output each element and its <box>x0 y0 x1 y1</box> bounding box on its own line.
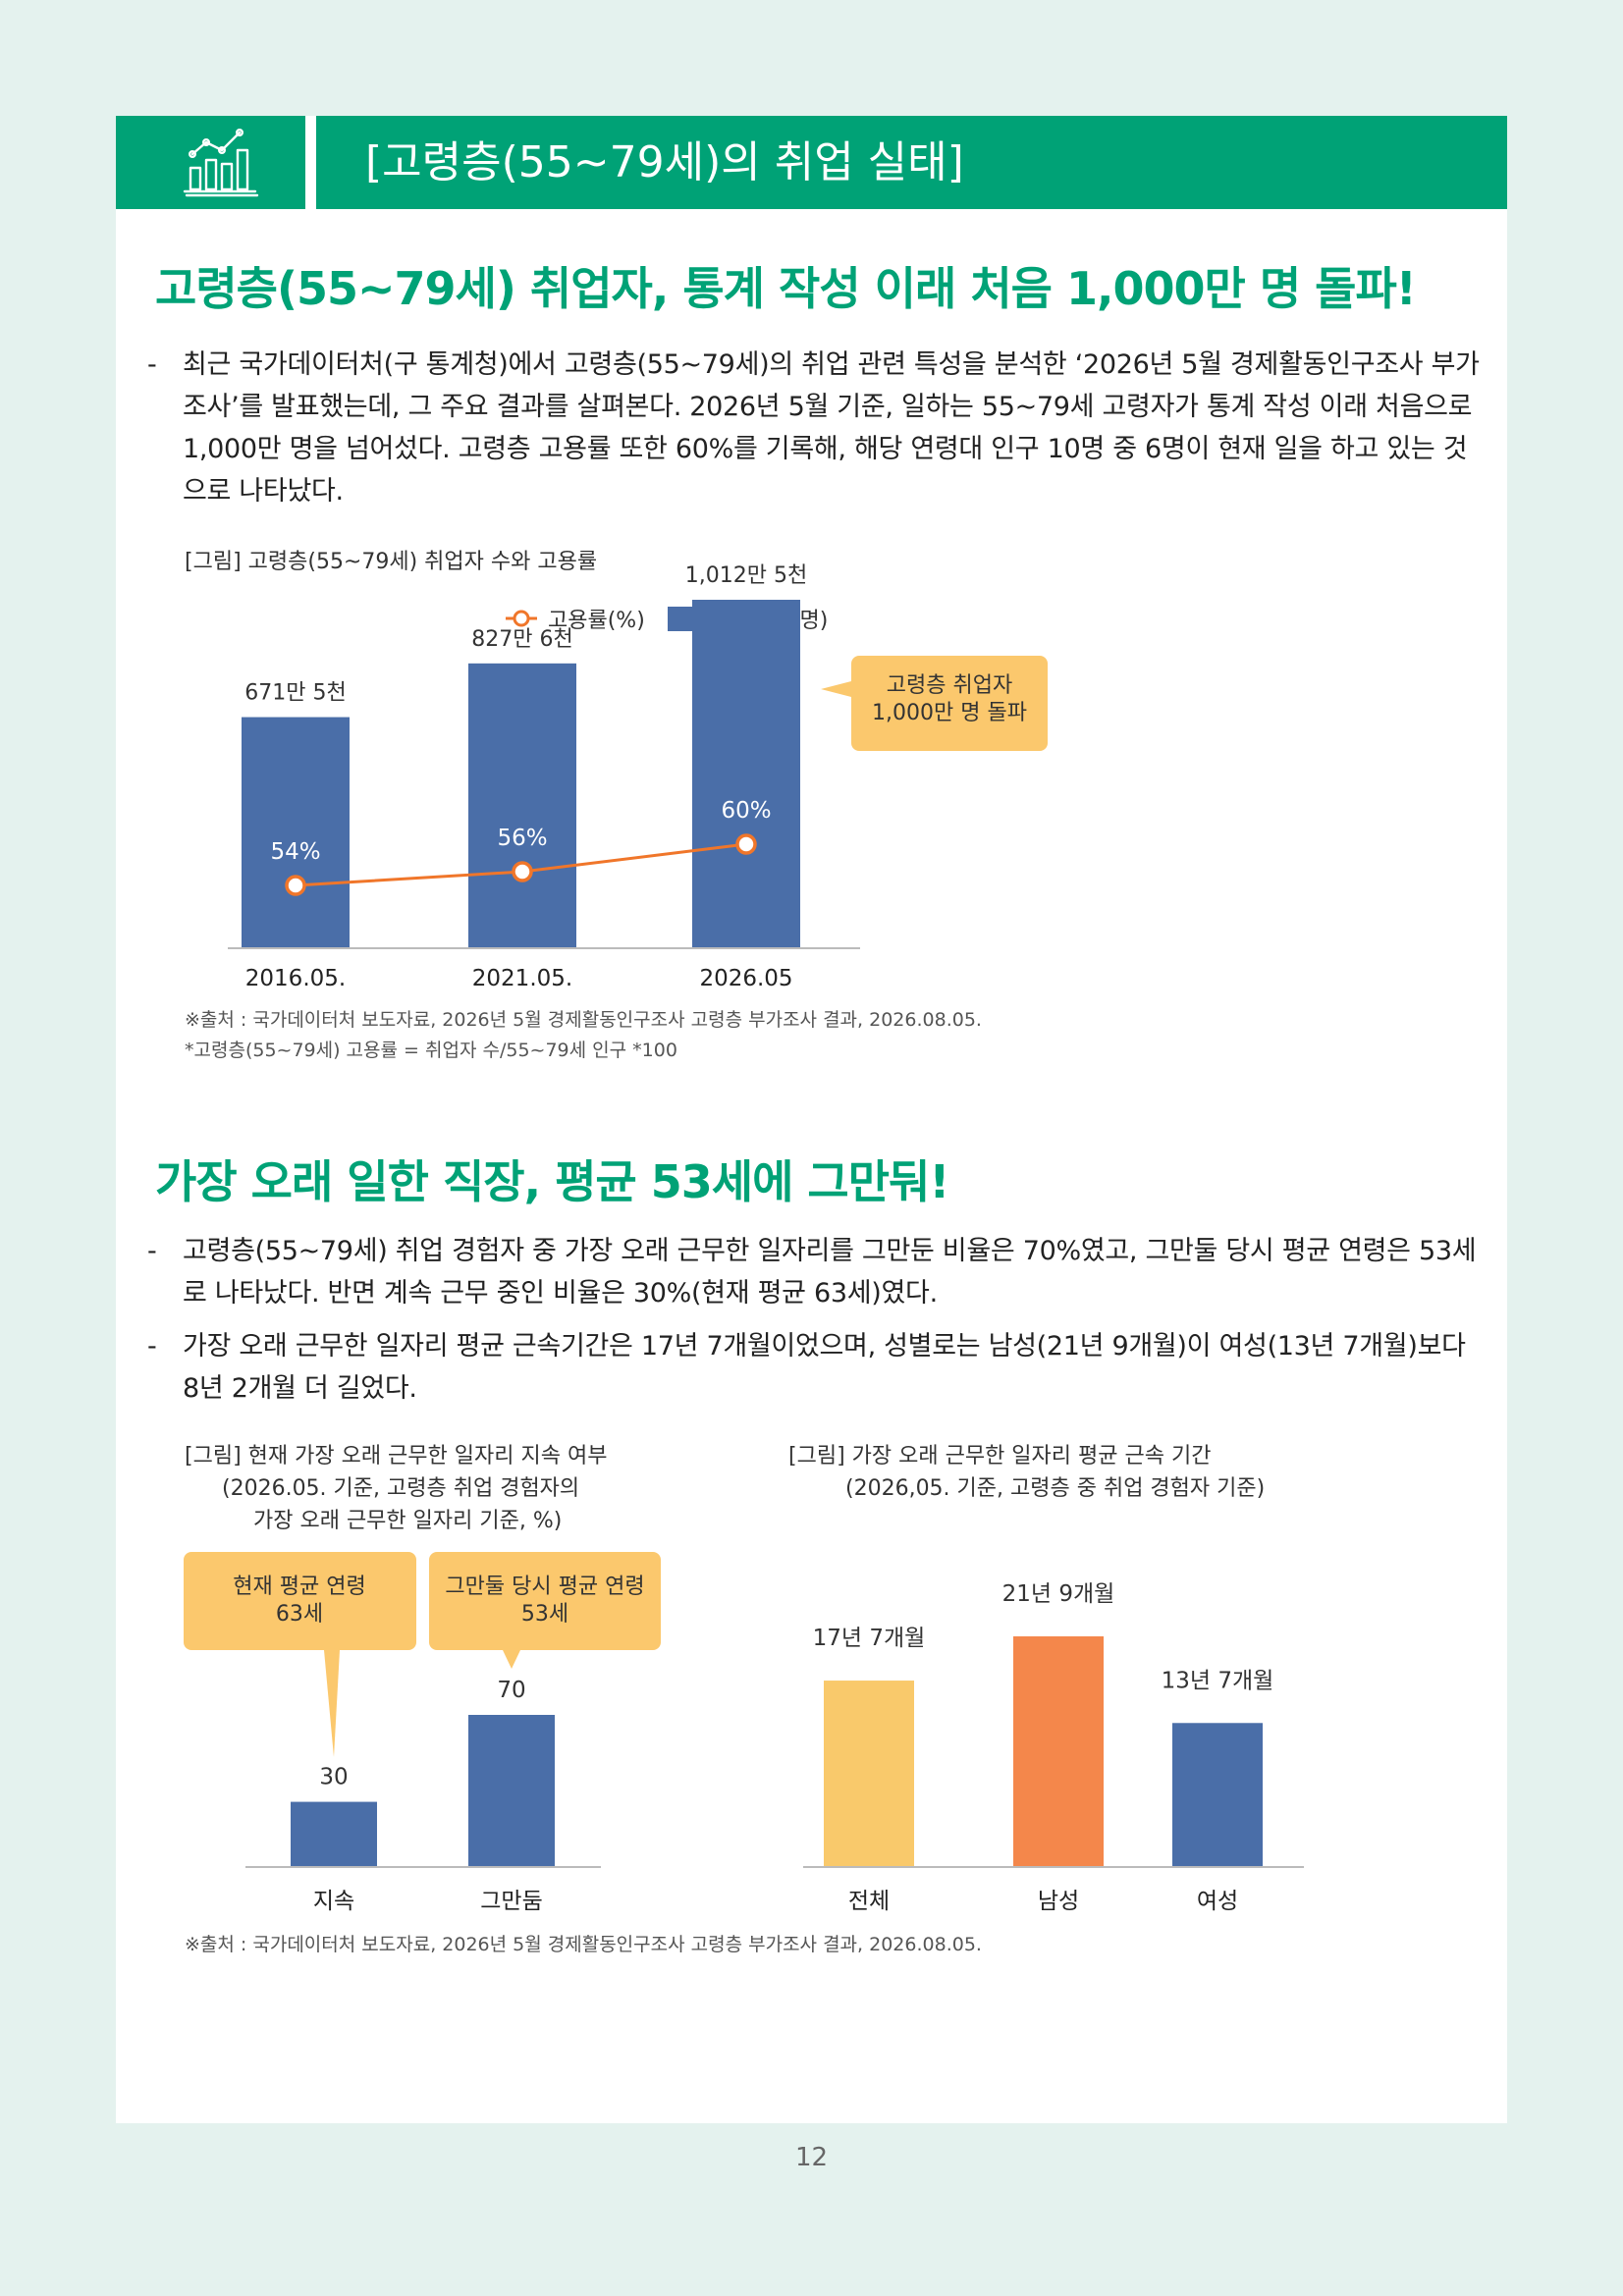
bar-label-employed-1: 827만 6천 <box>471 627 572 652</box>
x-label-tenure-1: 남성 <box>1038 1889 1079 1914</box>
x-label-2: 2026.05 <box>699 966 792 991</box>
bar-label-tenure-0: 17년 7개월 <box>813 1626 926 1651</box>
section1-source: ※출처 : 국가데이터처 보도자료, 2026년 5월 경제활동인구조사 고령층… <box>185 1009 982 1031</box>
rate-point-2 <box>735 833 757 855</box>
bar-label-continuation-1: 70 <box>497 1678 525 1703</box>
x-label-1: 2021.05. <box>472 966 572 991</box>
section1-note: *고령층(55~79세) 고용률 = 취업자 수/55~79세 인구 *100 <box>185 1040 677 1061</box>
content-card <box>116 116 1507 2123</box>
bar-employed-2 <box>692 600 800 948</box>
callout-current-age: 현재 평균 연령 63세 <box>184 1552 416 1757</box>
section2-bullet-1-text: 고령층(55~79세) 취업 경험자 중 가장 오래 근무한 일자리를 그만둔 … <box>183 1236 1477 1308</box>
callout-quit-age-text: 그만둘 당시 평균 연령 53세 <box>445 1575 644 1627</box>
bar-label-employed-2: 1,012만 5천 <box>685 563 807 588</box>
x-label-continuation-1: 그만둠 <box>480 1889 542 1914</box>
bar-continuation-1 <box>468 1715 555 1867</box>
callout-1000man: 고령층 취업자 1,000만 명 돌파 <box>821 656 1048 751</box>
rate-point-1 <box>512 861 533 882</box>
figure3-subcaption: (2026,05. 기준, 고령층 중 취업 경험자 기준) <box>845 1476 1266 1501</box>
section2-heading: 가장 오래 일한 직장, 평균 53세에 그만둬! <box>155 1155 949 1208</box>
bullet-dash: - <box>147 349 157 380</box>
bar-line-chart-icon <box>183 128 259 197</box>
bar-tenure-2 <box>1172 1723 1263 1867</box>
section2-source: ※출처 : 국가데이터처 보도자료, 2026년 5월 경제활동인구조사 고령층… <box>185 1934 982 1955</box>
figure2-subcaption-1: (2026.05. 기준, 고령층 취업 경험자의 <box>222 1476 580 1501</box>
rate-label-1: 56% <box>497 826 547 851</box>
bar-label-continuation-0: 30 <box>319 1765 348 1790</box>
figure2-caption: [그림] 현재 가장 오래 근무한 일자리 지속 여부 <box>185 1444 608 1468</box>
bar-label-tenure-1: 21년 9개월 <box>1002 1581 1115 1607</box>
legend-line-marker <box>513 610 530 627</box>
bullet-dash: - <box>147 1236 157 1266</box>
x-label-tenure-2: 여성 <box>1197 1889 1238 1914</box>
bar-tenure-1 <box>1013 1636 1104 1867</box>
callout-current-age-text: 현재 평균 연령 63세 <box>233 1575 365 1627</box>
section2-bullet-2-text: 가장 오래 근무한 일자리 평균 근속기간은 17년 7개월이었으며, 성별로는… <box>183 1331 1466 1404</box>
figure3-caption: [그림] 가장 오래 근무한 일자리 평균 근속 기간 <box>788 1444 1212 1468</box>
callout-quit-age: 그만둘 당시 평균 연령 53세 <box>429 1552 661 1669</box>
bar-continuation-0 <box>291 1801 377 1867</box>
figure1-caption: [그림] 고령층(55~79세) 취업자 수와 고용률 <box>185 550 598 574</box>
section2-bullet-1: - 고령층(55~79세) 취업 경험자 중 가장 오래 근무한 일자리를 그만… <box>147 1230 1483 1314</box>
x-label-0: 2016.05. <box>245 966 346 991</box>
bullet-dash: - <box>147 1331 157 1362</box>
section1-bullet-text: 최근 국가데이터처(구 통계청)에서 고령층(55~79세)의 취업 관련 특성… <box>183 349 1480 507</box>
bar-employed-0 <box>242 717 350 948</box>
bar-employed-1 <box>468 663 576 948</box>
bar-label-employed-0: 671만 5천 <box>244 681 346 706</box>
rate-label-2: 60% <box>721 798 771 824</box>
legend-label-rate: 고용률(%) <box>548 609 645 633</box>
rate-label-0: 54% <box>270 839 320 865</box>
banner-icon-box <box>116 116 305 209</box>
x-label-continuation-0: 지속 <box>313 1889 354 1914</box>
bar-label-tenure-2: 13년 7개월 <box>1162 1668 1274 1693</box>
figure2-subcaption-2: 가장 오래 근무한 일자리 기준, %) <box>253 1509 563 1533</box>
section1-bullet: - 최근 국가데이터처(구 통계청)에서 고령층(55~79세)의 취업 관련 … <box>147 344 1483 512</box>
legend-bar-swatch <box>668 607 692 631</box>
chart-job-continuation: 현재 평균 연령 63세 그만둘 당시 평균 연령 53세 30 70 지속 그만둠 1… <box>184 1552 1304 1914</box>
rate-point-0 <box>285 875 306 896</box>
x-label-tenure-0: 전체 <box>848 1889 890 1914</box>
section1-heading: 고령층(55~79세) 취업자, 통계 작성 이래 처음 1,000만 명 돌파… <box>155 262 1417 315</box>
banner-title: [고령층(55~79세)의 취업 실태] <box>365 137 964 187</box>
page-number: 12 <box>794 2143 829 2172</box>
banner-title-box <box>316 116 1507 209</box>
callout-1000man-text: 고령층 취업자 1,000만 명 돌파 <box>872 673 1027 725</box>
section2-bullet-2: - 가장 오래 근무한 일자리 평균 근속기간은 17년 7개월이었으며, 성별… <box>147 1325 1483 1410</box>
bar-tenure-0 <box>824 1681 914 1867</box>
